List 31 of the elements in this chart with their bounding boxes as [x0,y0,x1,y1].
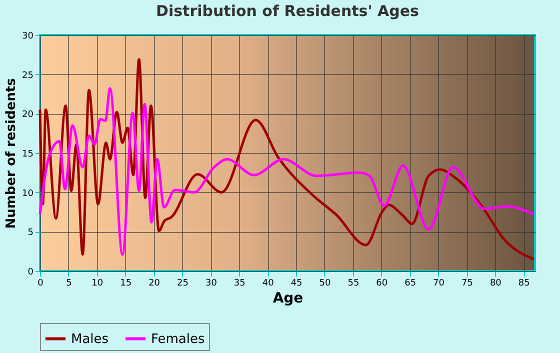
y-tick-label: 10 [22,188,34,199]
y-tick-label: 15 [22,150,34,160]
x-axis-title: Age [272,290,304,306]
legend-label: Males [71,332,109,347]
x-tick-label: 35 [234,278,246,288]
y-tick-label: 25 [22,70,34,81]
x-tick-label: 25 [177,278,188,288]
x-tick-label: 0 [38,278,44,288]
x-tick-label: 55 [348,278,360,288]
x-tick-label: 50 [319,278,331,288]
x-tick-label: 5 [66,278,72,288]
x-tick-label: 40 [262,278,274,288]
x-tick-label: 80 [490,278,502,288]
y-tick-label: 5 [28,228,34,238]
x-tick-label: 70 [433,278,445,288]
chart-title: Distribution of Residents' Ages [156,2,420,20]
y-tick-label: 30 [22,32,34,42]
x-tick-label: 60 [376,278,388,288]
x-tick-label: 20 [148,278,160,288]
y-axis-title: Number of residents [4,78,20,229]
legend-label: Females [151,332,206,347]
x-tick-label: 75 [462,278,473,288]
y-tick-label: 20 [22,110,34,120]
x-tick-label: 15 [120,278,132,288]
x-tick-label: 85 [518,278,530,288]
y-tick-label: 0 [28,268,34,278]
x-tick-label: 65 [404,278,416,288]
x-tick-label: 10 [92,278,104,288]
x-tick-label: 45 [290,278,302,288]
x-tick-label: 30 [205,278,218,288]
line-series [38,87,536,256]
